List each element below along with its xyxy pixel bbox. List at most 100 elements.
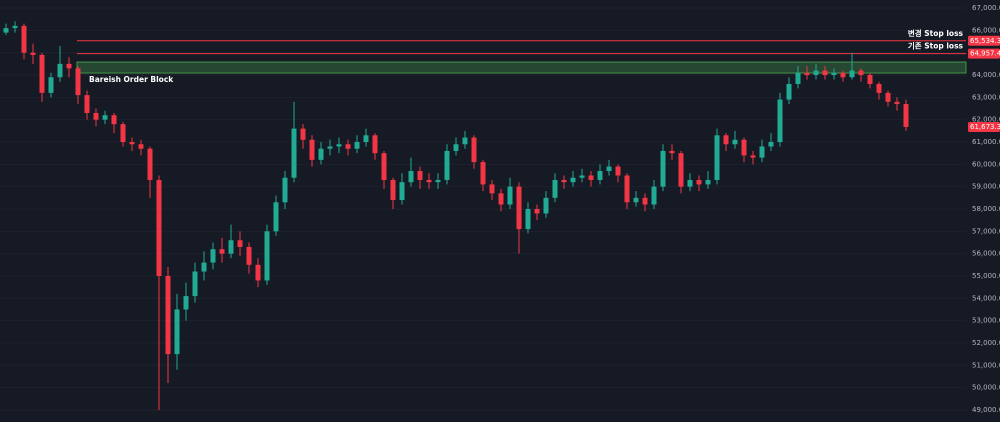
candle-body	[480, 162, 486, 185]
candle-body	[309, 139, 315, 160]
candle-body	[12, 25, 18, 29]
candle-body	[417, 171, 423, 180]
candle-body	[75, 68, 81, 96]
y-tick-label: 53,000.0	[972, 317, 1000, 325]
candle-body	[579, 175, 585, 178]
candle-body	[723, 135, 729, 145]
y-tick-label: 67,000.0	[972, 4, 1000, 12]
y-tick-label: 64,000.0	[972, 71, 1000, 79]
candle-body	[39, 54, 45, 93]
price-tag-label: 65,534.3	[970, 37, 1000, 45]
candle-body	[300, 128, 306, 140]
candle-body	[111, 115, 117, 125]
y-tick-label: 58,000.0	[972, 205, 1000, 213]
candle-body	[741, 139, 747, 156]
y-tick-label: 51,000.0	[972, 361, 1000, 369]
candle-body	[372, 135, 378, 154]
candle-body	[687, 179, 693, 187]
candle-body	[363, 135, 369, 143]
candle-body	[876, 83, 882, 93]
candle-body	[471, 137, 477, 163]
candle-body	[543, 197, 549, 214]
y-tick-label: 66,000.0	[972, 26, 1000, 34]
candle-body	[327, 146, 333, 149]
candle-body	[696, 179, 702, 185]
candle-body	[867, 75, 873, 84]
candle-body	[84, 95, 90, 113]
candle-body	[588, 175, 594, 180]
order-block	[76, 61, 967, 74]
y-tick-label: 52,000.0	[972, 339, 1000, 347]
y-tick-label: 54,000.0	[972, 294, 1000, 302]
candle-body	[840, 72, 846, 78]
candle-body	[120, 124, 126, 143]
candle-body	[264, 231, 270, 281]
candle-body	[291, 128, 297, 178]
candle-body	[381, 153, 387, 180]
candle-body	[426, 179, 432, 183]
candle-body	[534, 208, 540, 214]
last-price-tag	[968, 121, 1000, 132]
y-tick-label: 57,000.0	[972, 227, 1000, 235]
candle-body	[345, 144, 351, 149]
candle-body	[822, 70, 828, 76]
candle-body	[552, 179, 558, 198]
candle-body	[237, 240, 243, 247]
candle-body	[606, 166, 612, 172]
candle-body	[705, 179, 711, 185]
candle-body	[66, 63, 72, 69]
candles	[3, 21, 909, 410]
candle-body	[192, 271, 198, 297]
candle-body	[894, 101, 900, 105]
y-tick-label: 63,000.0	[972, 93, 1000, 101]
candle-body	[714, 135, 720, 180]
candle-body	[759, 146, 765, 158]
candle-body	[885, 92, 891, 102]
candle-body	[669, 150, 675, 154]
candle-body	[651, 186, 657, 205]
price-tag	[968, 35, 1000, 46]
candle-body	[408, 171, 414, 183]
candle-body	[489, 184, 495, 194]
candle-body	[444, 150, 450, 180]
candle-body	[624, 175, 630, 203]
candle-body	[93, 112, 99, 120]
y-tick-label: 55,000.0	[972, 272, 1000, 280]
y-tick-label: 61,000.0	[972, 138, 1000, 146]
candle-body	[516, 186, 522, 230]
candle-body	[597, 171, 603, 180]
candle-body	[813, 70, 819, 76]
candle-body	[750, 155, 756, 158]
order-block-label: Bareish Order Block	[89, 75, 174, 84]
candle-body	[399, 182, 405, 201]
candle-body	[354, 142, 360, 149]
candle-body	[282, 177, 288, 203]
candle-body	[858, 70, 864, 76]
candle-body	[57, 63, 63, 78]
candle-body	[228, 240, 234, 254]
candle-body	[642, 197, 648, 205]
candle-body	[633, 197, 639, 203]
candle-body	[849, 70, 855, 78]
candle-body	[561, 179, 567, 183]
candle-body	[273, 202, 279, 232]
candle-body	[570, 177, 576, 183]
candle-body	[390, 179, 396, 201]
candle-body	[3, 28, 9, 33]
candle-body	[777, 99, 783, 143]
candle-body	[732, 139, 738, 145]
candle-body	[660, 150, 666, 187]
candle-body	[462, 137, 468, 145]
y-tick-label: 60,000.0	[972, 160, 1000, 168]
candle-body	[210, 249, 216, 263]
candle-body	[246, 246, 252, 265]
stop-label: 변경 Stop loss	[908, 28, 964, 38]
candle-body	[201, 262, 207, 272]
candle-body	[453, 144, 459, 151]
candle-body	[102, 115, 108, 120]
candle-body	[678, 153, 684, 187]
last-price-label: 61,673.3	[970, 123, 1000, 131]
candle-body	[615, 166, 621, 176]
